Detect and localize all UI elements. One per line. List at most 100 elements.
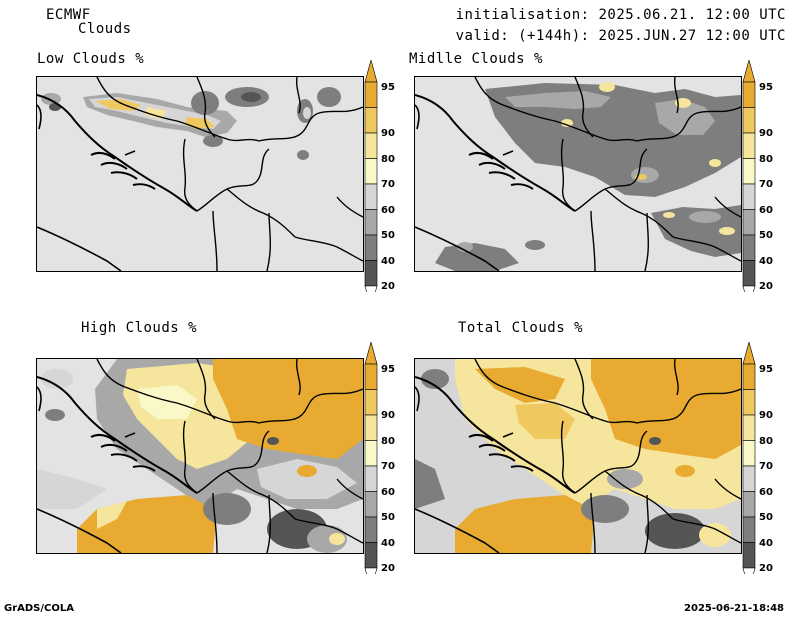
border — [673, 77, 679, 114]
colorbar-bottom-right: 95 90 80 70 60 50 40 20 — [742, 342, 790, 574]
border — [636, 388, 741, 424]
cloud-area — [203, 135, 223, 147]
border — [212, 492, 218, 553]
coastline — [415, 94, 576, 212]
product-label: Clouds — [78, 21, 132, 37]
cloud-area — [599, 82, 615, 92]
border — [196, 430, 270, 494]
cloud-area — [675, 465, 695, 477]
panel-title-middle: Midlle Clouds % — [409, 51, 543, 67]
border — [672, 236, 741, 262]
colorbar-tick-label: 20 — [759, 563, 773, 574]
cloud-area — [591, 359, 741, 459]
colorbar-tick-label: 60 — [759, 486, 773, 498]
cloud-area — [455, 495, 595, 553]
colorbar-tick-label: 20 — [759, 281, 773, 292]
colorbar-tick-label: 20 — [381, 563, 395, 574]
panel-title-high: High Clouds % — [81, 320, 198, 336]
cloud-area — [457, 242, 473, 252]
colorbar-arrow-top — [364, 60, 378, 83]
cloud-area — [607, 469, 643, 489]
border — [196, 77, 216, 138]
init-time: initialisation: 2025.06.21. 12:00 UTC — [455, 7, 786, 23]
map-panel-total — [414, 358, 742, 554]
border — [336, 478, 363, 500]
colorbar-tick-label: 20 — [381, 281, 395, 292]
cloud-area — [699, 523, 731, 547]
island — [110, 171, 138, 180]
coastline — [415, 508, 500, 553]
border — [644, 494, 649, 553]
cloud-area — [505, 91, 611, 109]
colorbar-arrow-top — [364, 342, 378, 365]
border — [294, 236, 363, 262]
colorbar-tick-label: 95 — [759, 82, 773, 93]
cloud-area — [145, 107, 167, 119]
colorbar-segment — [364, 516, 378, 543]
panel-title-total: Total Clouds % — [458, 320, 584, 336]
colorbar-segment — [742, 363, 756, 390]
colorbar-segment — [742, 516, 756, 543]
colorbar-tick-label: 70 — [759, 461, 773, 472]
border — [672, 518, 741, 544]
island — [478, 161, 506, 170]
cloud-area — [95, 99, 141, 111]
coastline — [415, 376, 576, 494]
border — [574, 77, 594, 138]
cloud-area — [41, 369, 73, 389]
border — [714, 196, 741, 218]
colorbar-segment — [364, 234, 378, 261]
island — [510, 183, 534, 190]
colorbar-tick-label: 50 — [759, 230, 773, 241]
colorbar-segment — [742, 81, 756, 108]
border — [604, 188, 674, 238]
cloud-area — [257, 459, 357, 499]
colorbar-segment — [364, 81, 378, 108]
island — [468, 151, 494, 160]
colorbar-segment — [364, 363, 378, 390]
border — [258, 106, 363, 142]
colorbar-tick-label: 80 — [381, 153, 395, 165]
colorbar-tick-label: 70 — [381, 461, 395, 472]
island — [478, 443, 506, 452]
cloud-area — [655, 99, 715, 135]
cloud-area — [303, 107, 311, 119]
cloud-area — [561, 119, 573, 127]
colorbar-segment — [742, 107, 756, 134]
cloud-area — [581, 495, 629, 523]
border — [560, 138, 576, 212]
colorbar-segment — [742, 158, 756, 185]
island — [132, 183, 156, 190]
cloud-area — [649, 437, 661, 445]
border — [196, 148, 270, 212]
border — [714, 478, 741, 500]
cloud-area — [203, 493, 251, 525]
border — [336, 196, 363, 218]
map-panel-high — [36, 358, 364, 554]
coastline — [37, 508, 122, 553]
island — [502, 432, 514, 438]
island — [90, 151, 116, 160]
border — [574, 148, 648, 212]
colorbar-segment — [364, 183, 378, 210]
colorbar-tick-label: 60 — [381, 486, 395, 498]
colorbar-tick-label: 40 — [759, 537, 773, 549]
cloud-area — [689, 211, 721, 223]
colorbar-segment — [364, 260, 378, 287]
colorbar-segment — [364, 209, 378, 236]
border — [212, 210, 218, 271]
cloud-area — [307, 525, 347, 553]
border — [673, 359, 679, 396]
border — [574, 430, 648, 494]
colorbar-segment — [742, 132, 756, 159]
colorbar-segment — [364, 465, 378, 492]
coastline — [37, 104, 42, 130]
colorbar-arrow-bottom — [364, 567, 378, 574]
island — [132, 465, 156, 472]
map-panel-low — [36, 76, 364, 272]
border — [295, 359, 301, 396]
cloud-area — [645, 513, 705, 549]
colorbar-arrow-bottom — [742, 285, 756, 292]
colorbar-tick-label: 60 — [759, 204, 773, 216]
map-panel-middle — [414, 76, 742, 272]
